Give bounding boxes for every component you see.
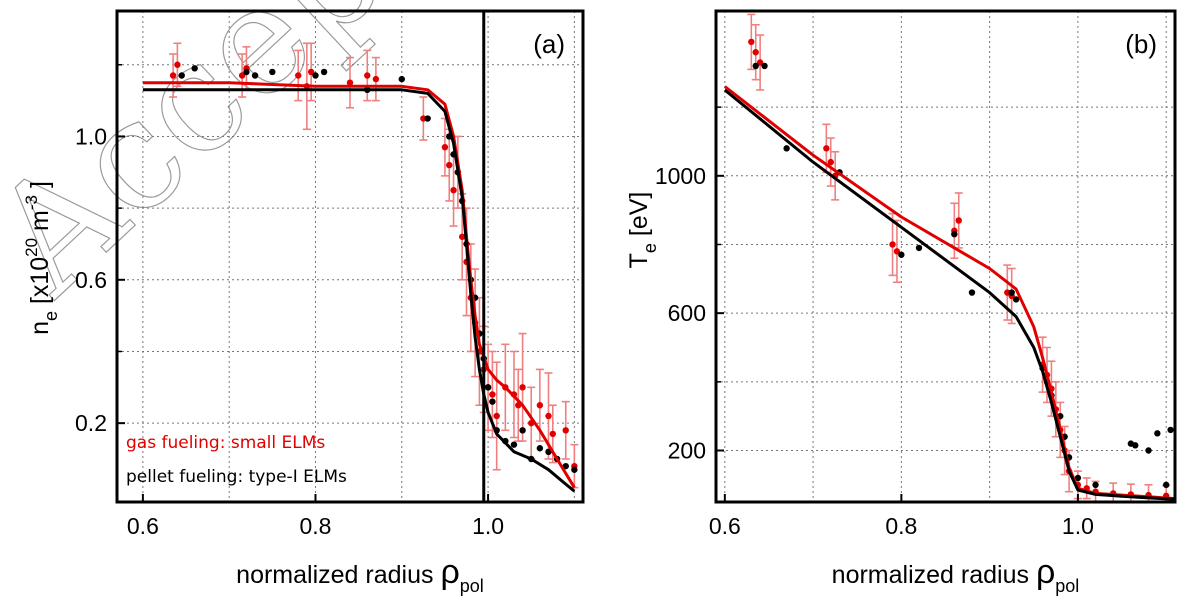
- data-point: [307, 68, 315, 76]
- data-point: [915, 244, 923, 252]
- data-point: [1004, 289, 1011, 296]
- data-point: [484, 384, 492, 391]
- plot-area: [723, 13, 1175, 502]
- data-point: [562, 462, 569, 470]
- data-point: [489, 391, 496, 398]
- data-point: [823, 145, 830, 152]
- gridlines: [716, 11, 1175, 502]
- data-point: [441, 143, 449, 151]
- fit-curve: [723, 85, 1175, 501]
- series-points: [747, 13, 1171, 502]
- data-point: [519, 384, 526, 391]
- data-point: [446, 161, 453, 169]
- data-point: [549, 430, 556, 438]
- data-point: [1092, 481, 1099, 489]
- data-point: [269, 68, 276, 76]
- data-point: [545, 448, 552, 456]
- data-point: [968, 289, 976, 296]
- data-point: [951, 230, 958, 238]
- data-point: [752, 49, 759, 56]
- data-point: [1012, 296, 1020, 303]
- legend-entry: pellet fueling: type-I ELMs: [126, 467, 347, 487]
- y-tick-label: 0.6: [75, 267, 107, 293]
- data-point: [372, 75, 380, 83]
- data-point: [424, 115, 431, 122]
- data-point: [748, 38, 755, 46]
- data-point: [1074, 474, 1082, 482]
- data-point: [458, 233, 466, 240]
- data-point: [1008, 289, 1015, 296]
- data-point: [295, 72, 302, 79]
- data-point: [1145, 447, 1152, 454]
- x-tick-label: 0.8: [299, 513, 331, 539]
- axes-frame: [714, 9, 1177, 504]
- data-point: [312, 72, 319, 79]
- data-point: [178, 72, 185, 79]
- data-point: [783, 145, 790, 152]
- data-point: [251, 72, 259, 79]
- data-point: [571, 466, 578, 473]
- data-point: [191, 65, 198, 72]
- panel-b: 0.6 0.8 1.0 200 600 1000 (b) normalized radius …: [625, 9, 1177, 596]
- data-point: [489, 398, 496, 405]
- x-tick-label: 0.8: [885, 513, 917, 539]
- data-point: [450, 186, 457, 194]
- axes-frame: [115, 9, 585, 504]
- data-point: [893, 248, 901, 255]
- data-point: [510, 441, 518, 448]
- data-point: [169, 72, 177, 79]
- data-point: [346, 79, 354, 86]
- data-point: [174, 61, 181, 68]
- gridlines: [117, 11, 583, 502]
- data-point: [320, 68, 328, 76]
- data-point: [1132, 442, 1139, 449]
- ticks: 0.6 0.8 1.0 0.2 0.6 1.0: [75, 64, 504, 539]
- y-tick-label: 200: [668, 437, 706, 463]
- data-point: [536, 402, 544, 409]
- legend: gas fueling: small ELMs pellet fueling: t…: [126, 433, 347, 487]
- data-point: [761, 62, 768, 70]
- data-point: [493, 412, 500, 420]
- data-point: [398, 75, 405, 83]
- data-point: [364, 72, 371, 79]
- x-tick-label: 0.6: [127, 513, 159, 539]
- series-points: [752, 62, 1174, 489]
- x-axis-label: normalized radius ρpol: [236, 553, 484, 596]
- plot-area: [142, 42, 579, 493]
- data-point: [756, 59, 764, 66]
- legend-entry: gas fueling: small ELMs: [126, 433, 325, 453]
- x-axis-label: normalized radius ρpol: [832, 553, 1080, 596]
- y-tick-label: 1000: [655, 163, 706, 189]
- data-point: [955, 217, 962, 224]
- y-tick-label: 600: [668, 300, 706, 326]
- data-point: [243, 68, 250, 76]
- panel-label: (b): [1125, 29, 1157, 59]
- data-point: [898, 251, 905, 258]
- data-point: [752, 62, 759, 70]
- y-axis-label: ne [x1020 m-3 ]: [22, 181, 61, 335]
- fit-curve: [142, 88, 576, 493]
- y-tick-label: 1.0: [75, 123, 107, 149]
- x-tick-label: 0.6: [709, 513, 741, 539]
- y-axis-label: Te [eV]: [625, 192, 660, 269]
- x-tick-label: 1.0: [1062, 513, 1094, 539]
- y-tick-label: 0.2: [75, 410, 107, 436]
- data-point: [562, 427, 569, 434]
- panel-label: (a): [533, 29, 565, 59]
- data-point: [827, 158, 834, 166]
- data-point: [1154, 430, 1161, 437]
- ticks: 0.6 0.8 1.0 200 600 1000: [655, 106, 1094, 539]
- data-point: [238, 72, 246, 79]
- panel-a: 0.6 0.8 1.0 0.2 0.6 1.0 (a) normalized radius ρ…: [22, 9, 585, 596]
- data-point: [889, 241, 896, 248]
- fit-curve: [723, 88, 1175, 501]
- data-point: [545, 412, 552, 420]
- data-point: [1162, 481, 1170, 489]
- data-point: [519, 427, 526, 434]
- x-tick-label: 1.0: [472, 513, 504, 539]
- data-point: [536, 445, 544, 452]
- data-point: [1167, 426, 1174, 434]
